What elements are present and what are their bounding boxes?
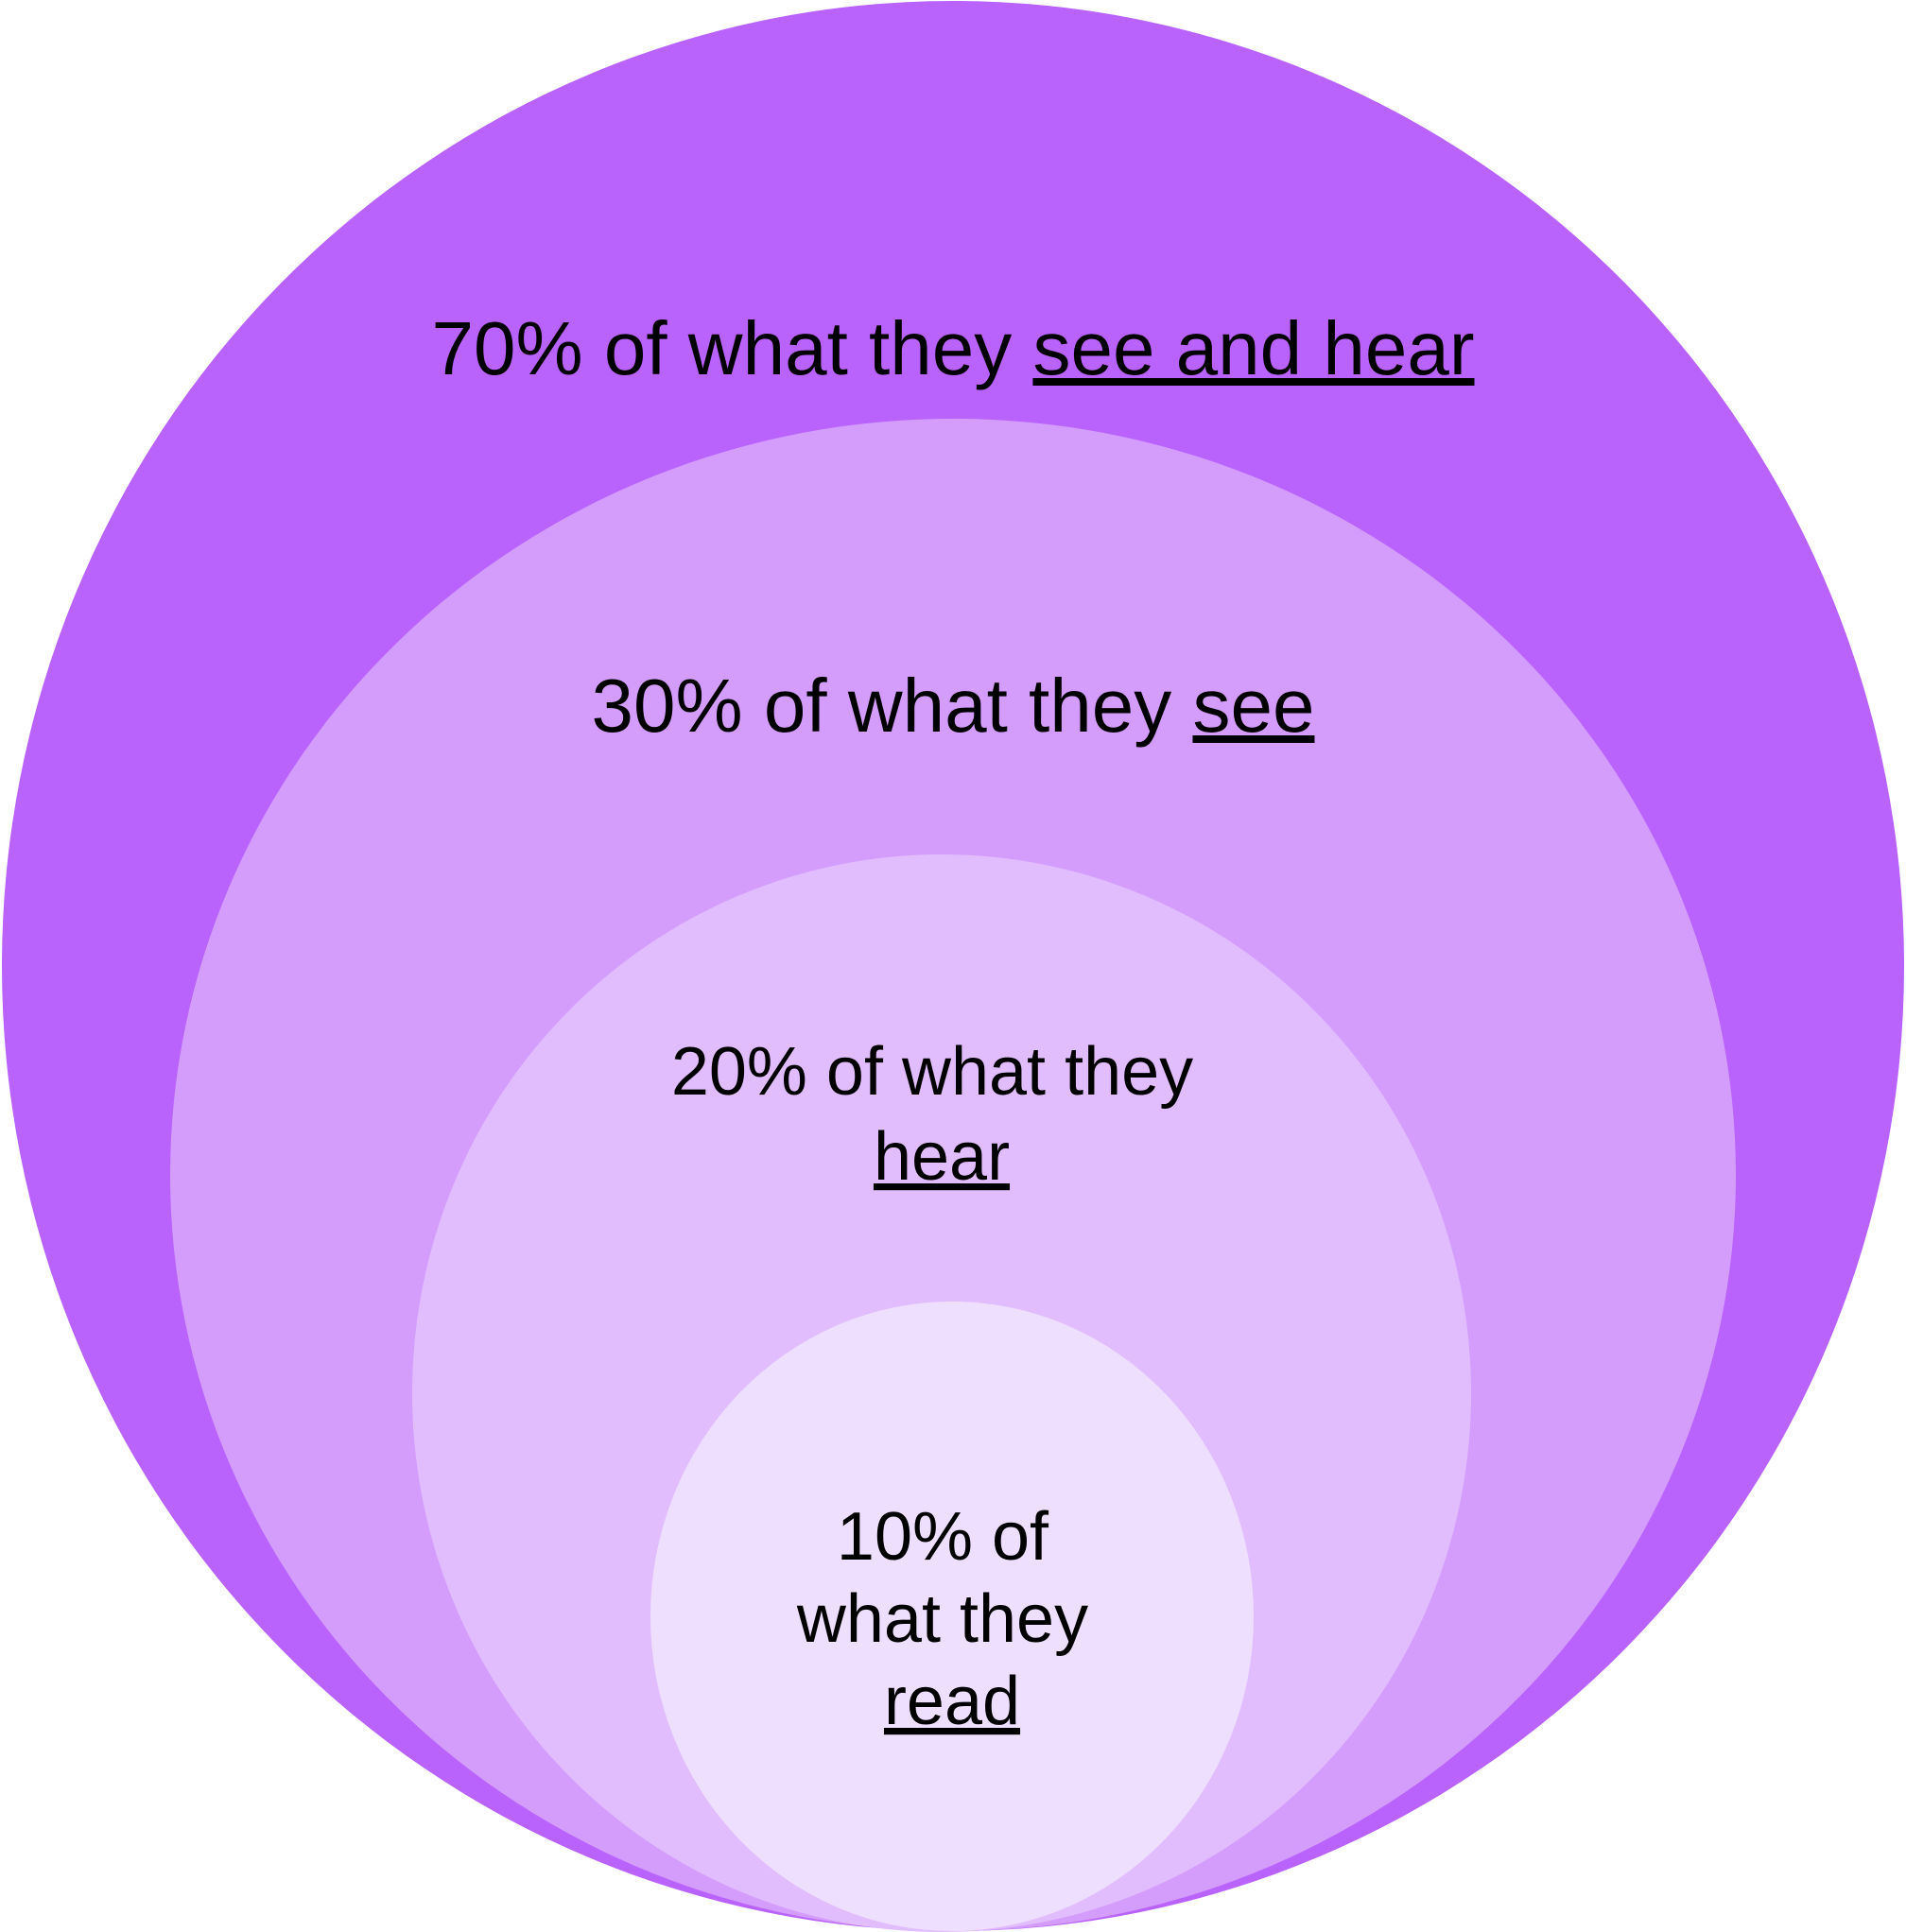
label-see-and-hear-emphasis: see and hear xyxy=(1032,306,1474,390)
label-see-emphasis: see xyxy=(1192,664,1314,748)
label-see-and-hear-prefix: 70% of what they xyxy=(432,306,1033,390)
label-read: 10% of what they read xyxy=(796,1499,1107,1739)
label-read-line1: 10% of xyxy=(837,1499,1049,1575)
label-see-and-hear: 70% of what they see and hear xyxy=(432,306,1475,390)
label-read-emphasis: read xyxy=(884,1664,1020,1739)
label-see-prefix: 30% of what they xyxy=(592,664,1193,748)
label-hear: 20% of what they hear xyxy=(671,1034,1212,1195)
label-hear-line1: 20% of what they xyxy=(671,1034,1193,1110)
ring-read xyxy=(650,1302,1254,1931)
label-see: 30% of what they see xyxy=(592,664,1315,748)
label-read-line2: what they xyxy=(796,1581,1088,1657)
label-hear-emphasis: hear xyxy=(874,1119,1010,1195)
